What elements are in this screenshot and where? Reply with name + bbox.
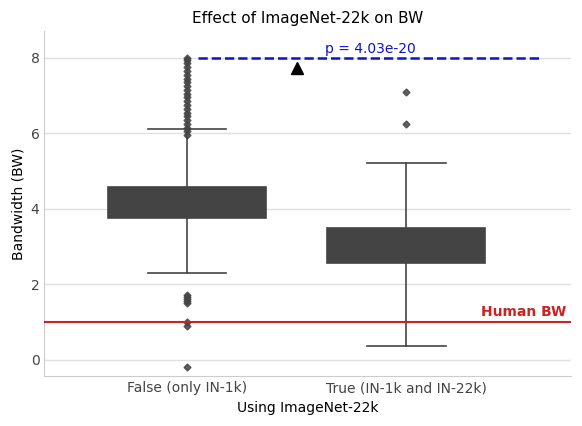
Y-axis label: Bandwidth (BW): Bandwidth (BW) — [11, 148, 25, 260]
Text: Human BW: Human BW — [481, 305, 566, 319]
PathPatch shape — [108, 187, 266, 218]
PathPatch shape — [328, 227, 485, 263]
X-axis label: Using ImageNet-22k: Using ImageNet-22k — [237, 401, 378, 415]
Title: Effect of ImageNet-22k on BW: Effect of ImageNet-22k on BW — [192, 11, 423, 26]
Text: p = 4.03e-20: p = 4.03e-20 — [325, 42, 416, 55]
